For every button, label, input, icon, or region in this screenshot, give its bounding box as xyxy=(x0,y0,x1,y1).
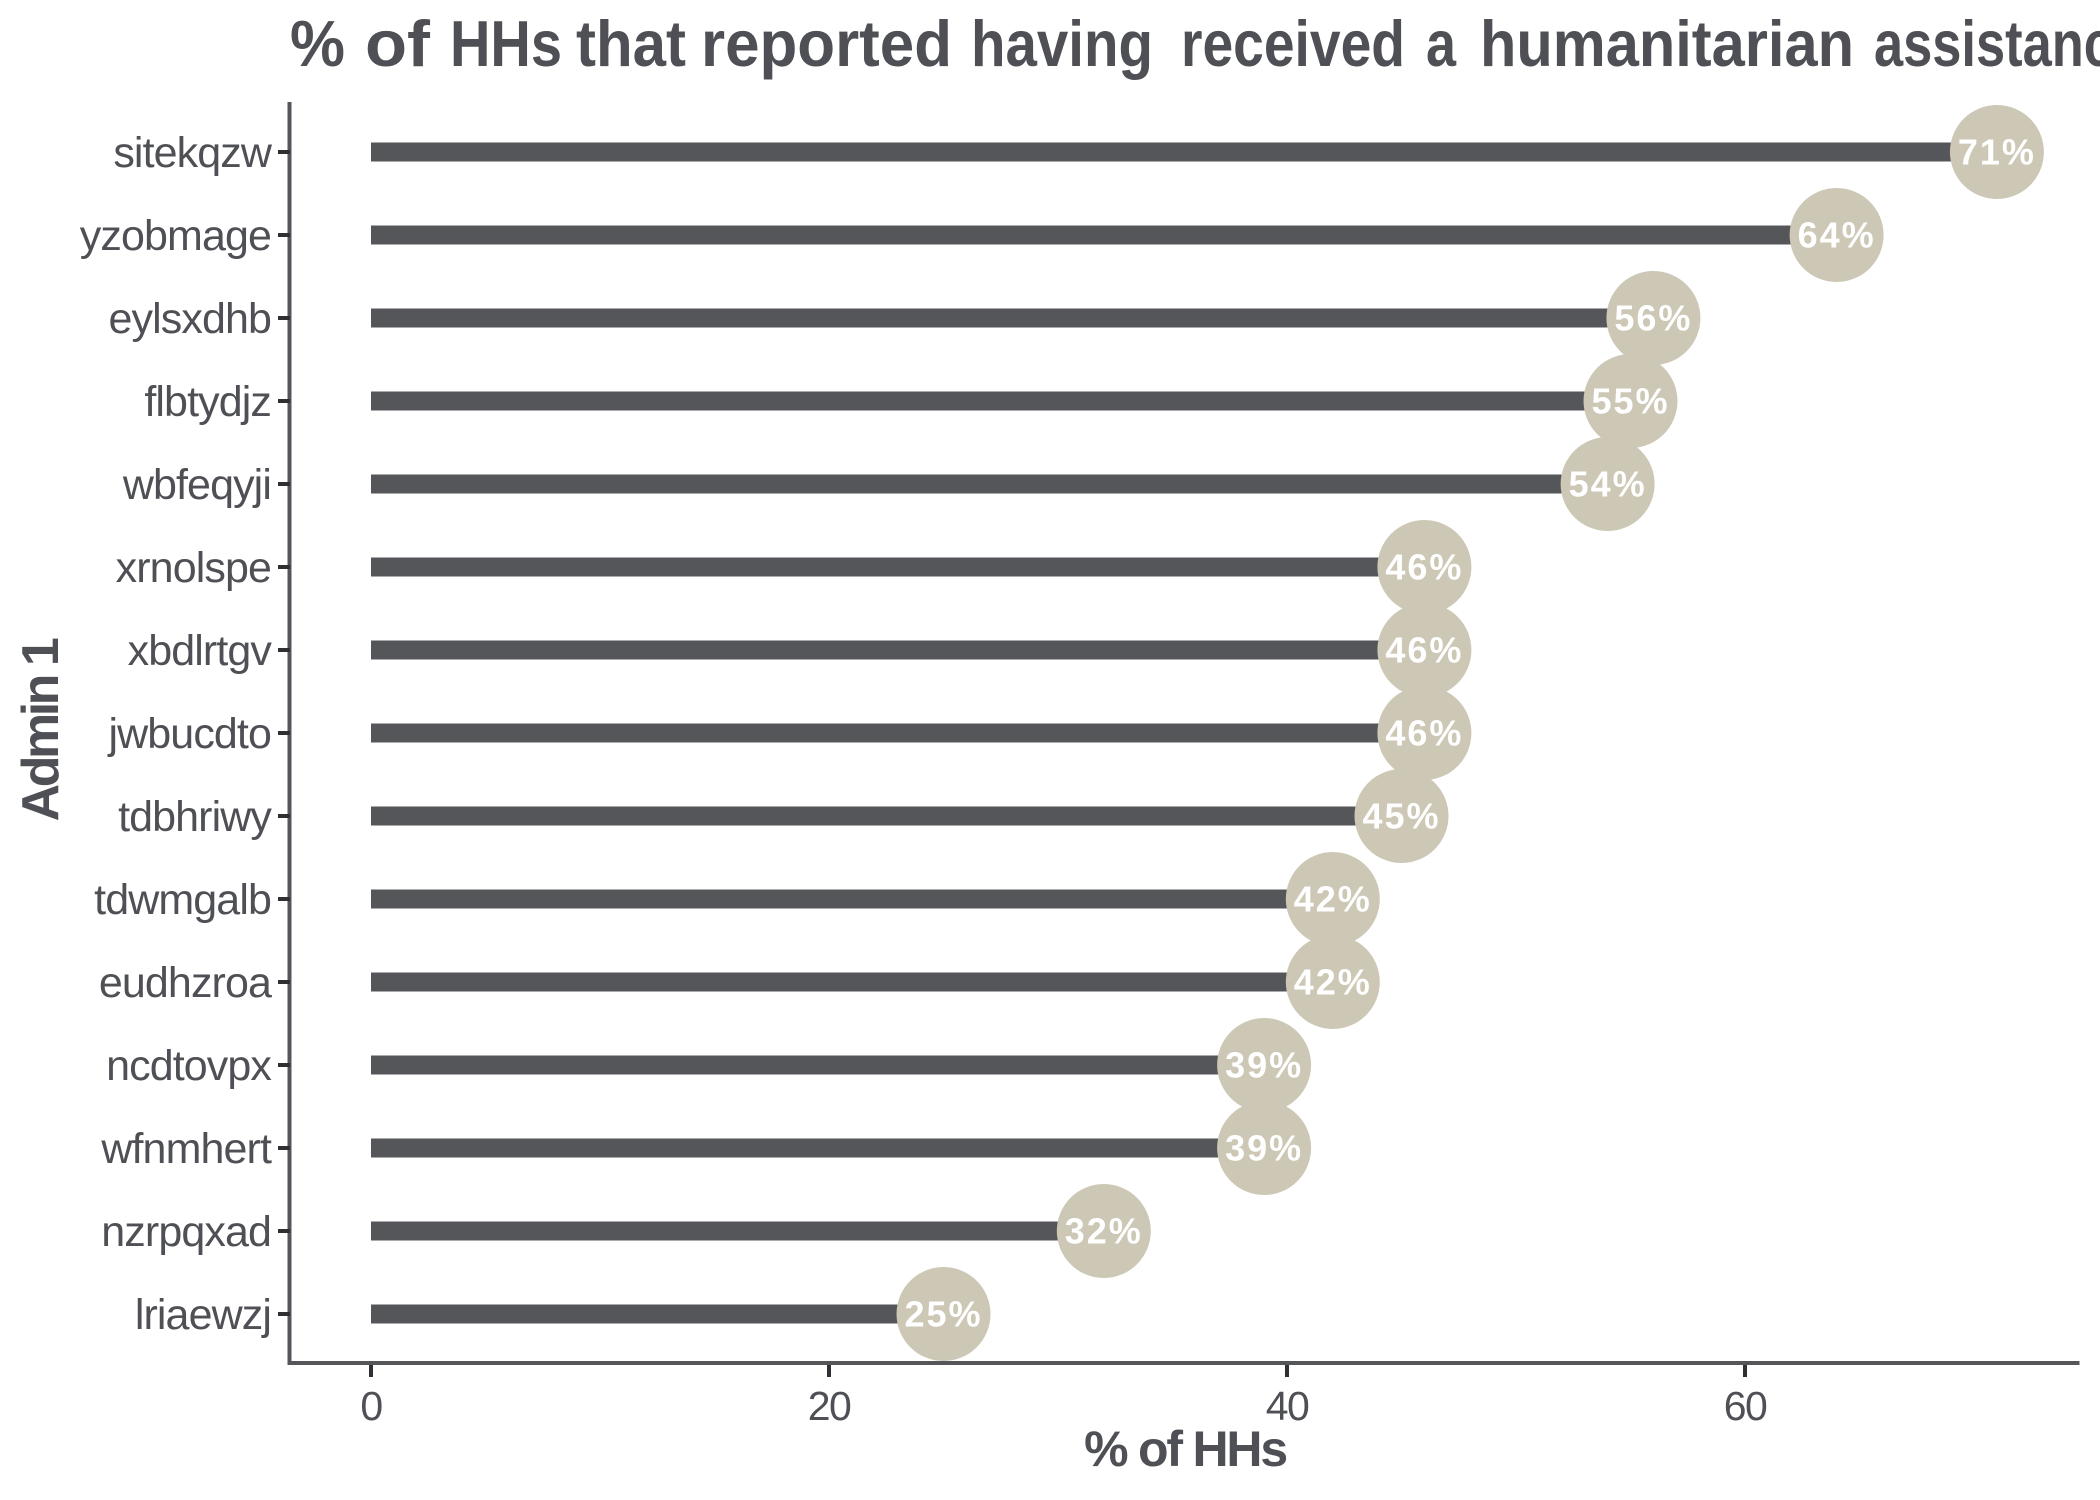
svg-text:tdwmgalb: tdwmgalb xyxy=(94,876,271,924)
svg-text:32%: 32% xyxy=(1065,1211,1143,1252)
svg-text:42%: 42% xyxy=(1294,962,1372,1003)
svg-text:45%: 45% xyxy=(1362,796,1440,837)
svg-text:HHs: HHs xyxy=(450,7,562,80)
svg-text:46%: 46% xyxy=(1385,713,1463,754)
svg-text:having: having xyxy=(971,7,1153,80)
svg-text:lriaewzj: lriaewzj xyxy=(135,1291,271,1339)
svg-text:0: 0 xyxy=(360,1383,382,1429)
svg-text:received: received xyxy=(1181,7,1405,80)
svg-text:46%: 46% xyxy=(1385,630,1463,671)
svg-text:60: 60 xyxy=(1724,1383,1767,1429)
svg-text:xbdlrtgv: xbdlrtgv xyxy=(128,627,273,675)
svg-text:wfnmhert: wfnmhert xyxy=(100,1125,272,1173)
svg-text:flbtydjz: flbtydjz xyxy=(144,378,271,426)
svg-text:71%: 71% xyxy=(1958,132,2036,173)
svg-text:eudhzroa: eudhzroa xyxy=(99,959,272,1007)
svg-text:%: % xyxy=(290,7,345,80)
svg-text:nzrpqxad: nzrpqxad xyxy=(101,1208,271,1256)
svg-text:assistance: assistance xyxy=(1874,7,2100,80)
svg-text:eylsxdhb: eylsxdhb xyxy=(108,295,271,343)
svg-text:46%: 46% xyxy=(1385,547,1463,588)
svg-text:a: a xyxy=(1426,7,1457,80)
svg-text:that: that xyxy=(576,7,686,80)
svg-text:reported: reported xyxy=(701,7,952,80)
svg-text:55%: 55% xyxy=(1591,381,1669,422)
svg-text:39%: 39% xyxy=(1225,1045,1303,1086)
svg-text:20: 20 xyxy=(808,1383,851,1429)
svg-text:humanitarian: humanitarian xyxy=(1480,7,1854,80)
svg-text:yzobmage: yzobmage xyxy=(80,212,271,260)
svg-text:64%: 64% xyxy=(1798,215,1876,256)
svg-text:56%: 56% xyxy=(1614,298,1692,339)
svg-text:Admin 1: Admin 1 xyxy=(12,638,70,821)
svg-text:sitekqzw: sitekqzw xyxy=(113,129,273,177)
svg-text:ncdtovpx: ncdtovpx xyxy=(106,1042,272,1090)
svg-text:of: of xyxy=(365,7,430,80)
svg-text:39%: 39% xyxy=(1225,1128,1303,1169)
svg-text:54%: 54% xyxy=(1569,464,1647,505)
svg-text:40: 40 xyxy=(1266,1383,1309,1429)
svg-text:xrnolspe: xrnolspe xyxy=(116,544,271,592)
svg-text:42%: 42% xyxy=(1294,879,1372,920)
svg-text:tdbhriwy: tdbhriwy xyxy=(118,793,272,841)
svg-text:jwbucdto: jwbucdto xyxy=(106,710,271,758)
svg-text:% of HHs: % of HHs xyxy=(1084,1421,1286,1477)
svg-text:25%: 25% xyxy=(904,1294,982,1335)
svg-text:wbfeqyji: wbfeqyji xyxy=(122,461,271,509)
